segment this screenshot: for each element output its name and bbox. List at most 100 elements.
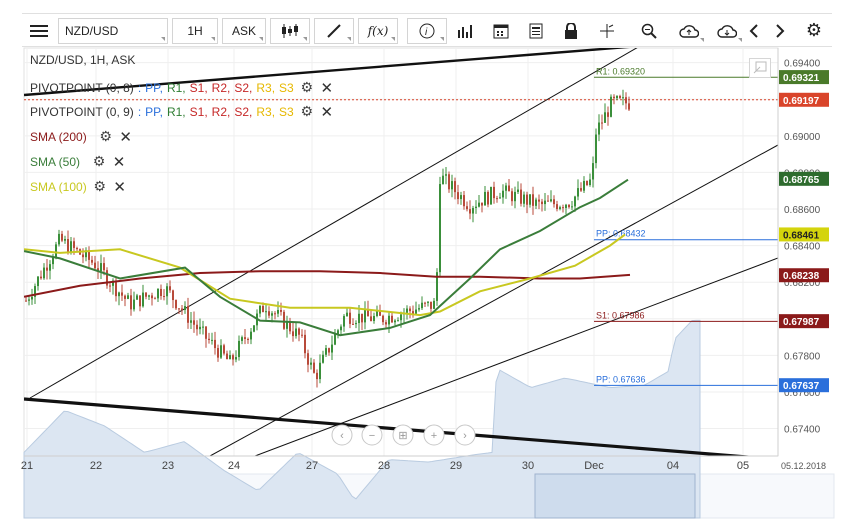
candle-body	[589, 179, 591, 186]
sma-lines	[24, 178, 631, 337]
candle-body	[283, 311, 285, 329]
gear-icon[interactable]: ⚙	[99, 129, 112, 145]
candle-body	[340, 326, 342, 331]
price-box-label: 0.68238	[783, 271, 820, 282]
menu-button[interactable]	[22, 18, 56, 44]
zoom-control-glyph: +	[431, 430, 437, 442]
gear-icon[interactable]: ⚙	[300, 80, 314, 96]
candle-body	[523, 194, 525, 204]
candle-body	[427, 301, 429, 303]
sma50-name[interactable]: SMA (50)	[30, 155, 81, 169]
pivot2-name[interactable]: PIVOTPOINT (0, 9)	[30, 105, 134, 119]
zoom-out-icon[interactable]	[361, 424, 383, 446]
candle-body	[568, 204, 570, 208]
volume-button[interactable]	[450, 18, 480, 44]
candle-body	[469, 209, 471, 214]
cloud-upload-button[interactable]	[672, 18, 706, 44]
candle-body	[175, 300, 177, 309]
trendline	[254, 257, 778, 456]
candle-body	[28, 299, 30, 301]
x-tick-label: 28	[378, 460, 390, 472]
close-icon[interactable]: ✕	[113, 178, 126, 196]
calendar-button[interactable]	[486, 18, 516, 44]
scroll-left-button[interactable]	[744, 18, 764, 44]
candle-body	[103, 263, 105, 271]
candle-body	[316, 372, 318, 380]
symbol-select[interactable]: NZD/USD	[58, 18, 168, 44]
draw-tool-button[interactable]	[314, 18, 354, 44]
candle-body	[571, 206, 573, 208]
price-box	[779, 378, 829, 393]
pivot-label-s3: S3	[279, 81, 294, 95]
candle-body	[598, 122, 600, 135]
navigator-window	[534, 473, 696, 519]
candle-body	[604, 112, 606, 123]
info-button[interactable]: i	[407, 18, 447, 44]
chart-type-button[interactable]	[270, 18, 310, 44]
candle-body	[274, 313, 276, 315]
zoom-controls: ‹ − ⊞ + ›	[331, 424, 476, 446]
fit-icon[interactable]	[392, 424, 414, 446]
symbol-label: NZD/USD	[65, 24, 119, 38]
zoom-button[interactable]	[634, 18, 664, 44]
lock-button[interactable]	[556, 18, 586, 44]
candle-body	[70, 241, 72, 253]
close-icon[interactable]: ✕	[112, 153, 126, 171]
cloud-download-button[interactable]	[710, 18, 744, 44]
candle-body	[628, 103, 630, 110]
nav-left-icon[interactable]	[331, 424, 353, 446]
candle-body	[586, 180, 588, 186]
close-icon[interactable]: ✕	[119, 128, 132, 146]
navigator-panel[interactable]	[23, 319, 835, 519]
y-tick-label: 0.67400	[784, 425, 821, 436]
zoom-in-icon[interactable]	[423, 424, 445, 446]
candle-body	[622, 97, 624, 99]
candle-body	[91, 259, 93, 263]
pivot1-name[interactable]: PIVOTPOINT (0, 8)	[30, 81, 134, 95]
candle-body	[454, 181, 456, 193]
candle-body	[61, 233, 63, 241]
timeframe-select[interactable]: 1H	[172, 18, 218, 44]
price-type-select[interactable]: ASK	[222, 18, 266, 44]
candle-body	[211, 339, 213, 341]
scroll-right-button[interactable]	[770, 18, 790, 44]
trendline	[24, 48, 630, 97]
candle-body	[235, 357, 237, 360]
candle-body	[295, 328, 297, 337]
nav-right-icon[interactable]	[454, 424, 476, 446]
candle-body	[547, 200, 549, 202]
trendline	[24, 397, 756, 456]
candle-body	[472, 208, 474, 214]
candle-body	[187, 306, 189, 323]
candle-body	[358, 313, 360, 324]
candle-body	[310, 362, 312, 365]
sma100-name[interactable]: SMA (100)	[30, 180, 87, 194]
candle-body	[445, 174, 447, 176]
gear-icon[interactable]: ⚙	[93, 179, 106, 195]
candle-body	[535, 199, 537, 206]
crosshair-button[interactable]	[592, 18, 622, 44]
legend-pivot2: PIVOTPOINT (0, 9) : PP, R1, S1, R2, S2, R3, S3…	[30, 104, 334, 120]
candle-body	[202, 326, 204, 328]
gear-icon[interactable]: ⚙	[92, 154, 106, 170]
candle-body	[58, 233, 60, 245]
sma200-name[interactable]: SMA (200)	[30, 130, 87, 144]
candle-body	[298, 328, 300, 335]
pivot-label-r3: R3,	[256, 105, 276, 119]
candle-body	[67, 239, 69, 253]
candle-body	[460, 195, 462, 200]
legend-pivot1: PIVOTPOINT (0, 8) : PP, R1, S1, R2, S2, R3, S3…	[30, 80, 334, 96]
candle-body	[580, 188, 582, 191]
indicators-button[interactable]: f(x)	[358, 18, 398, 44]
close-icon[interactable]: ✕	[320, 103, 334, 121]
candle-body	[55, 244, 57, 258]
gear-icon[interactable]: ⚙	[300, 104, 314, 120]
candle-body	[250, 331, 252, 340]
close-icon[interactable]: ✕	[320, 79, 334, 97]
settings-button[interactable]: ⚙	[802, 18, 826, 44]
pivot-label-pp: PP,	[145, 81, 163, 95]
expand-chart-button[interactable]	[749, 58, 771, 78]
candle-body	[544, 200, 546, 205]
news-button[interactable]	[521, 18, 551, 44]
